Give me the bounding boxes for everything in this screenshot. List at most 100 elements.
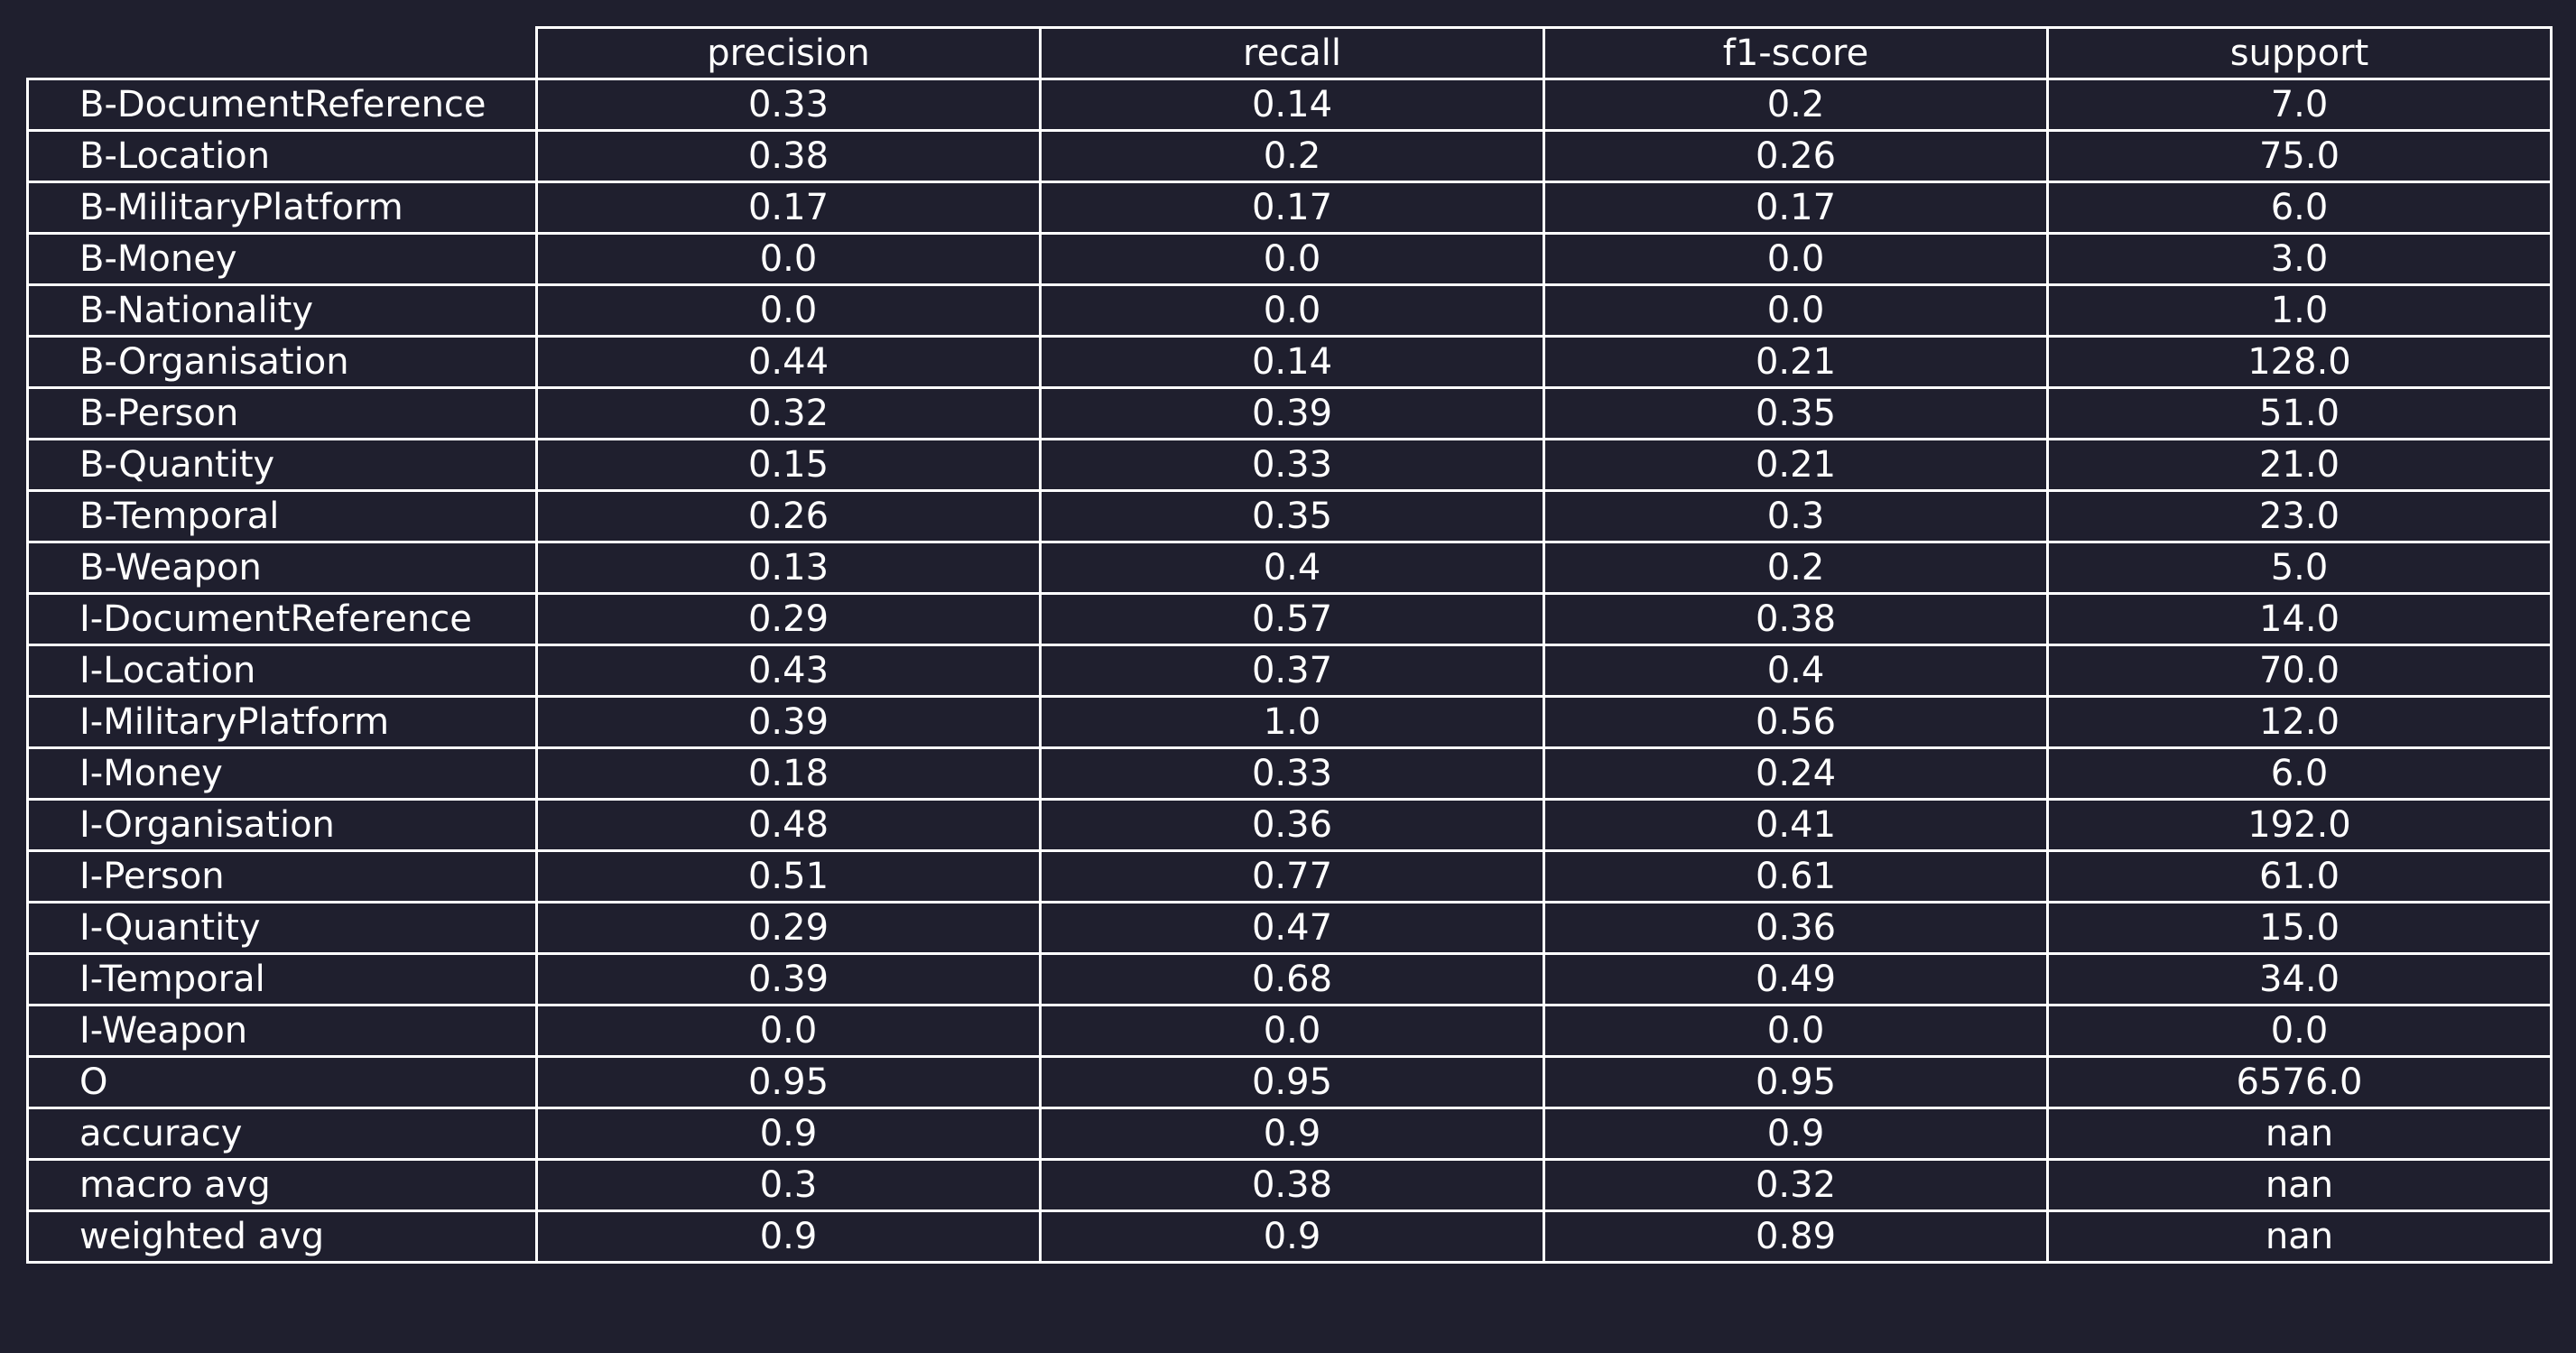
cell-support: 21.0 (2046, 438, 2553, 492)
row-label: I-MilitaryPlatform (26, 695, 538, 749)
cell-precision: 0.0 (535, 283, 1042, 338)
cell-support: 192.0 (2046, 798, 2553, 852)
table-row: O 0.95 0.95 0.95 6576.0 (26, 1055, 2553, 1109)
cell-recall: 0.14 (1039, 78, 1545, 132)
cell-recall: 0.37 (1039, 644, 1545, 698)
table-body: B-DocumentReference 0.33 0.14 0.2 7.0 B-Locat… (26, 78, 2553, 1264)
cell-support: 51.0 (2046, 386, 2553, 440)
cell-recall: 0.0 (1039, 1004, 1545, 1058)
cell-recall: 0.77 (1039, 849, 1545, 904)
table-row: B-Temporal 0.26 0.35 0.3 23.0 (26, 489, 2553, 543)
table-row: I-Location 0.43 0.37 0.4 70.0 (26, 644, 2553, 698)
corner-cell (27, 27, 538, 80)
table-row: I-Quantity 0.29 0.47 0.36 15.0 (26, 901, 2553, 955)
cell-support: 23.0 (2046, 489, 2553, 543)
table-row: I-DocumentReference 0.29 0.57 0.38 14.0 (26, 592, 2553, 646)
cell-precision: 0.13 (535, 541, 1042, 595)
cell-recall: 1.0 (1039, 695, 1545, 749)
cell-support: nan (2046, 1209, 2553, 1264)
cell-precision: 0.51 (535, 849, 1042, 904)
header-row: precision recall f1-score support (27, 26, 2553, 80)
cell-recall: 0.9 (1039, 1107, 1545, 1161)
cell-precision: 0.29 (535, 901, 1042, 955)
cell-recall: 0.2 (1039, 129, 1545, 183)
cell-f1-score: 0.24 (1543, 746, 2049, 801)
cell-recall: 0.35 (1039, 489, 1545, 543)
table-row: B-Quantity 0.15 0.33 0.21 21.0 (26, 438, 2553, 492)
cell-support: 1.0 (2046, 283, 2553, 338)
cell-support: 70.0 (2046, 644, 2553, 698)
cell-recall: 0.36 (1039, 798, 1545, 852)
row-label: I-Organisation (26, 798, 538, 852)
row-label: I-DocumentReference (26, 592, 538, 646)
cell-f1-score: 0.4 (1543, 644, 2049, 698)
table-row: I-Person 0.51 0.77 0.61 61.0 (26, 849, 2553, 904)
table-row: B-Weapon 0.13 0.4 0.2 5.0 (26, 541, 2553, 595)
cell-recall: 0.33 (1039, 746, 1545, 801)
table-row: I-MilitaryPlatform 0.39 1.0 0.56 12.0 (26, 695, 2553, 749)
cell-support: 15.0 (2046, 901, 2553, 955)
cell-f1-score: 0.89 (1543, 1209, 2049, 1264)
table-row: I-Temporal 0.39 0.68 0.49 34.0 (26, 952, 2553, 1006)
cell-support: 0.0 (2046, 1004, 2553, 1058)
row-label: B-Temporal (26, 489, 538, 543)
cell-support: 5.0 (2046, 541, 2553, 595)
cell-recall: 0.39 (1039, 386, 1545, 440)
cell-recall: 0.4 (1039, 541, 1545, 595)
cell-precision: 0.0 (535, 1004, 1042, 1058)
cell-precision: 0.39 (535, 695, 1042, 749)
cell-support: 6.0 (2046, 181, 2553, 235)
cell-support: 6.0 (2046, 746, 2553, 801)
cell-recall: 0.95 (1039, 1055, 1545, 1109)
cell-precision: 0.9 (535, 1107, 1042, 1161)
cell-recall: 0.14 (1039, 335, 1545, 389)
table-row: I-Weapon 0.0 0.0 0.0 0.0 (26, 1004, 2553, 1058)
cell-support: nan (2046, 1107, 2553, 1161)
row-label: B-Organisation (26, 335, 538, 389)
cell-precision: 0.33 (535, 78, 1042, 132)
cell-f1-score: 0.95 (1543, 1055, 2049, 1109)
cell-precision: 0.48 (535, 798, 1042, 852)
table-row: B-DocumentReference 0.33 0.14 0.2 7.0 (26, 78, 2553, 132)
table-row: I-Organisation 0.48 0.36 0.41 192.0 (26, 798, 2553, 852)
cell-f1-score: 0.2 (1543, 78, 2049, 132)
cell-recall: 0.33 (1039, 438, 1545, 492)
cell-support: 6576.0 (2046, 1055, 2553, 1109)
cell-recall: 0.9 (1039, 1209, 1545, 1264)
cell-f1-score: 0.56 (1543, 695, 2049, 749)
table-row: B-Organisation 0.44 0.14 0.21 128.0 (26, 335, 2553, 389)
cell-precision: 0.32 (535, 386, 1042, 440)
cell-f1-score: 0.2 (1543, 541, 2049, 595)
row-label: B-Money (26, 232, 538, 286)
cell-precision: 0.44 (535, 335, 1042, 389)
cell-recall: 0.0 (1039, 283, 1545, 338)
row-label: B-Nationality (26, 283, 538, 338)
row-label: weighted avg (26, 1209, 538, 1264)
cell-f1-score: 0.32 (1543, 1158, 2049, 1212)
table-row: B-MilitaryPlatform 0.17 0.17 0.17 6.0 (26, 181, 2553, 235)
cell-precision: 0.9 (535, 1209, 1042, 1264)
cell-support: 14.0 (2046, 592, 2553, 646)
table-row: accuracy 0.9 0.9 0.9 nan (26, 1107, 2553, 1161)
row-label: B-MilitaryPlatform (26, 181, 538, 235)
cell-recall: 0.57 (1039, 592, 1545, 646)
cell-precision: 0.26 (535, 489, 1042, 543)
cell-support: 61.0 (2046, 849, 2553, 904)
row-label: I-Temporal (26, 952, 538, 1006)
row-label: I-Quantity (26, 901, 538, 955)
table-row: B-Nationality 0.0 0.0 0.0 1.0 (26, 283, 2553, 338)
cell-f1-score: 0.0 (1543, 232, 2049, 286)
row-label: B-DocumentReference (26, 78, 538, 132)
column-header-precision: precision (535, 26, 1042, 80)
table-row: weighted avg 0.9 0.9 0.89 nan (26, 1209, 2553, 1264)
row-label: B-Weapon (26, 541, 538, 595)
row-label: O (26, 1055, 538, 1109)
cell-f1-score: 0.49 (1543, 952, 2049, 1006)
column-header-f1-score: f1-score (1543, 26, 2049, 80)
cell-recall: 0.17 (1039, 181, 1545, 235)
column-header-support: support (2046, 26, 2553, 80)
cell-precision: 0.95 (535, 1055, 1042, 1109)
cell-precision: 0.38 (535, 129, 1042, 183)
cell-f1-score: 0.26 (1543, 129, 2049, 183)
cell-recall: 0.47 (1039, 901, 1545, 955)
